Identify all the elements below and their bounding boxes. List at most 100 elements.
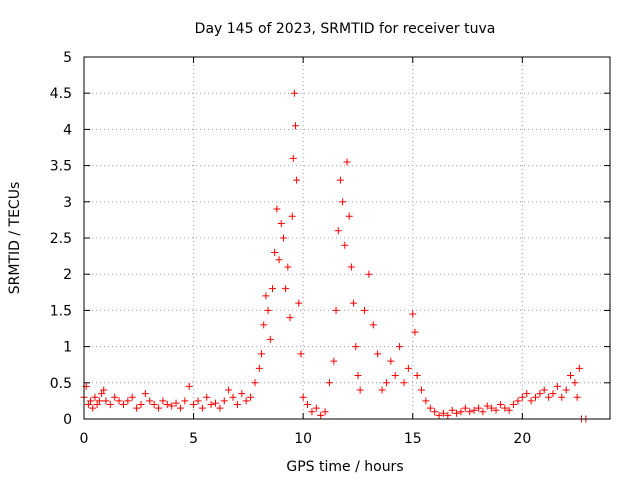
data-point [341,241,349,249]
data-point [304,401,312,409]
plot-frame [83,56,611,420]
x-tick-label: 10 [294,431,312,447]
data-point [212,399,219,407]
data-point [93,401,101,409]
y-tick-label: 3.5 [50,159,72,175]
data-point [258,350,266,358]
data-point [176,404,184,412]
x-tick-labels: 0 5 10 15 20 [80,431,532,447]
y-tick-labels: 0 0.5 1 1.5 2 2.5 3 3.5 4 4.5 5 [50,50,72,428]
data-point [496,401,504,409]
data-point [457,408,465,416]
data-point [448,406,456,414]
data-point [409,310,417,318]
data-point [255,364,263,372]
data-point [268,285,276,293]
data-point [207,401,215,409]
data-point [334,227,342,235]
data-point [150,401,158,409]
data-point [159,397,167,405]
data-point [479,408,487,416]
data-point [84,401,92,409]
y-axis-label: SRMTID / TECUs [7,182,23,295]
data-point [413,372,421,380]
data-point [146,397,154,405]
data-point [378,386,386,394]
data-point [91,393,99,401]
data-point [435,411,443,419]
data-point [163,401,171,409]
data-point [332,306,340,314]
data-point [242,397,250,405]
y-tick-label: 2.5 [50,231,72,247]
data-point [100,386,108,394]
data-point [523,390,531,398]
data-point [514,397,522,405]
data-point [411,328,419,336]
data-point [312,404,320,412]
chart-title: Day 145 of 2023, SRMTID for receiver tuv… [195,21,496,37]
data-point [238,390,246,398]
data-point [277,220,285,228]
data-point [111,393,119,401]
y-tick-label: 0 [63,412,72,428]
data-point [361,306,369,314]
data-point [98,390,106,398]
data-point [475,404,482,412]
data-point [286,314,294,322]
data-point [262,292,270,300]
data-point [317,411,325,419]
data-point [308,408,316,416]
data-point [540,386,548,394]
data-point [562,386,570,394]
data-point [297,350,305,358]
data-point [220,397,228,405]
data-point [418,386,426,394]
data-point [291,122,299,130]
data-point [216,404,224,412]
data-point [356,386,364,394]
y-tick-label: 5 [63,50,72,66]
data-point [321,408,329,416]
data-point [266,335,274,343]
data-point [391,372,399,380]
data-point [133,404,141,412]
data-point [295,299,303,307]
data-point [198,404,206,412]
y-tick-label: 4 [63,122,72,138]
data-point [279,234,287,242]
data-point [229,393,237,401]
data-point [251,379,259,387]
data-points [80,89,590,423]
data-point [288,212,296,220]
data-point [439,409,447,417]
data-point [185,382,193,390]
data-point [444,411,452,419]
data-point [461,404,469,412]
y-tick-label: 1 [63,340,72,356]
data-point [128,393,136,401]
data-point [325,379,333,387]
data-point [115,397,123,405]
data-point [549,390,557,398]
data-point [431,408,439,416]
data-point [330,357,338,365]
data-point [284,263,292,271]
data-point [466,408,474,416]
y-tick-label: 0.5 [50,376,72,392]
data-point [282,285,290,293]
data-point [453,409,461,417]
data-point [264,306,272,314]
data-point [190,401,198,409]
data-point [106,401,114,409]
data-point [137,401,145,409]
data-point [343,158,351,166]
x-axis-label: GPS time / hours [286,459,403,475]
data-point [400,379,408,387]
data-point [124,397,132,405]
data-point [289,154,297,162]
data-point [575,364,583,372]
data-point [510,401,518,409]
